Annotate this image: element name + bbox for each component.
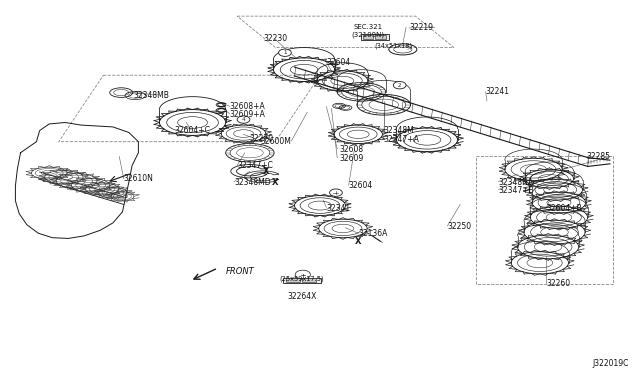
Circle shape [278, 49, 291, 57]
Text: SEC.321: SEC.321 [353, 24, 382, 30]
Text: 32604: 32604 [349, 182, 373, 190]
Bar [285, 278, 300, 282]
Text: 32230: 32230 [263, 34, 287, 43]
Text: 32604+C: 32604+C [175, 126, 211, 135]
Text: 32610N: 32610N [124, 174, 154, 183]
Text: (25x59x17.5): (25x59x17.5) [280, 275, 324, 282]
Text: 32250: 32250 [447, 222, 472, 231]
Text: 4: 4 [242, 117, 245, 122]
Text: 32609+A: 32609+A [230, 109, 266, 119]
Text: 32604+B: 32604+B [546, 203, 582, 213]
Text: 32241: 32241 [486, 87, 509, 96]
Text: 1: 1 [284, 50, 287, 55]
Text: 32604: 32604 [326, 58, 351, 67]
Circle shape [330, 189, 342, 196]
Text: 32136A: 32136A [358, 230, 388, 238]
Text: 32348MB: 32348MB [133, 91, 169, 100]
Text: 32270: 32270 [250, 134, 274, 142]
Bar [361, 34, 390, 40]
Text: 2: 2 [398, 83, 401, 88]
Text: X: X [263, 167, 269, 176]
Text: 32219: 32219 [409, 23, 433, 32]
Text: J322019C: J322019C [593, 359, 629, 368]
Text: 32347+B: 32347+B [499, 186, 534, 195]
Text: 32347+A: 32347+A [384, 135, 420, 144]
Circle shape [237, 116, 250, 123]
Text: 32285: 32285 [586, 152, 610, 161]
Bar [302, 278, 316, 282]
Text: 32347+C: 32347+C [237, 161, 273, 170]
Text: (34x51x18): (34x51x18) [374, 42, 412, 49]
Bar [363, 35, 373, 39]
Text: 32348M: 32348M [384, 126, 415, 135]
Text: 32348MD: 32348MD [234, 178, 271, 187]
Text: (32109N): (32109N) [351, 31, 385, 38]
Text: 32608: 32608 [339, 145, 364, 154]
Text: 32260: 32260 [546, 279, 570, 288]
Text: 32341: 32341 [326, 203, 351, 213]
Bar [283, 278, 321, 283]
Text: 32600M: 32600M [260, 137, 291, 146]
Text: 32348NA: 32348NA [499, 178, 534, 187]
Text: FRONT: FRONT [226, 267, 255, 276]
Text: X: X [272, 178, 278, 187]
Bar [376, 35, 386, 39]
Text: X: X [355, 237, 362, 246]
Text: 32609: 32609 [339, 154, 364, 163]
Text: 32264X: 32264X [287, 292, 317, 301]
Text: 32608+A: 32608+A [230, 102, 265, 111]
Circle shape [394, 81, 406, 89]
